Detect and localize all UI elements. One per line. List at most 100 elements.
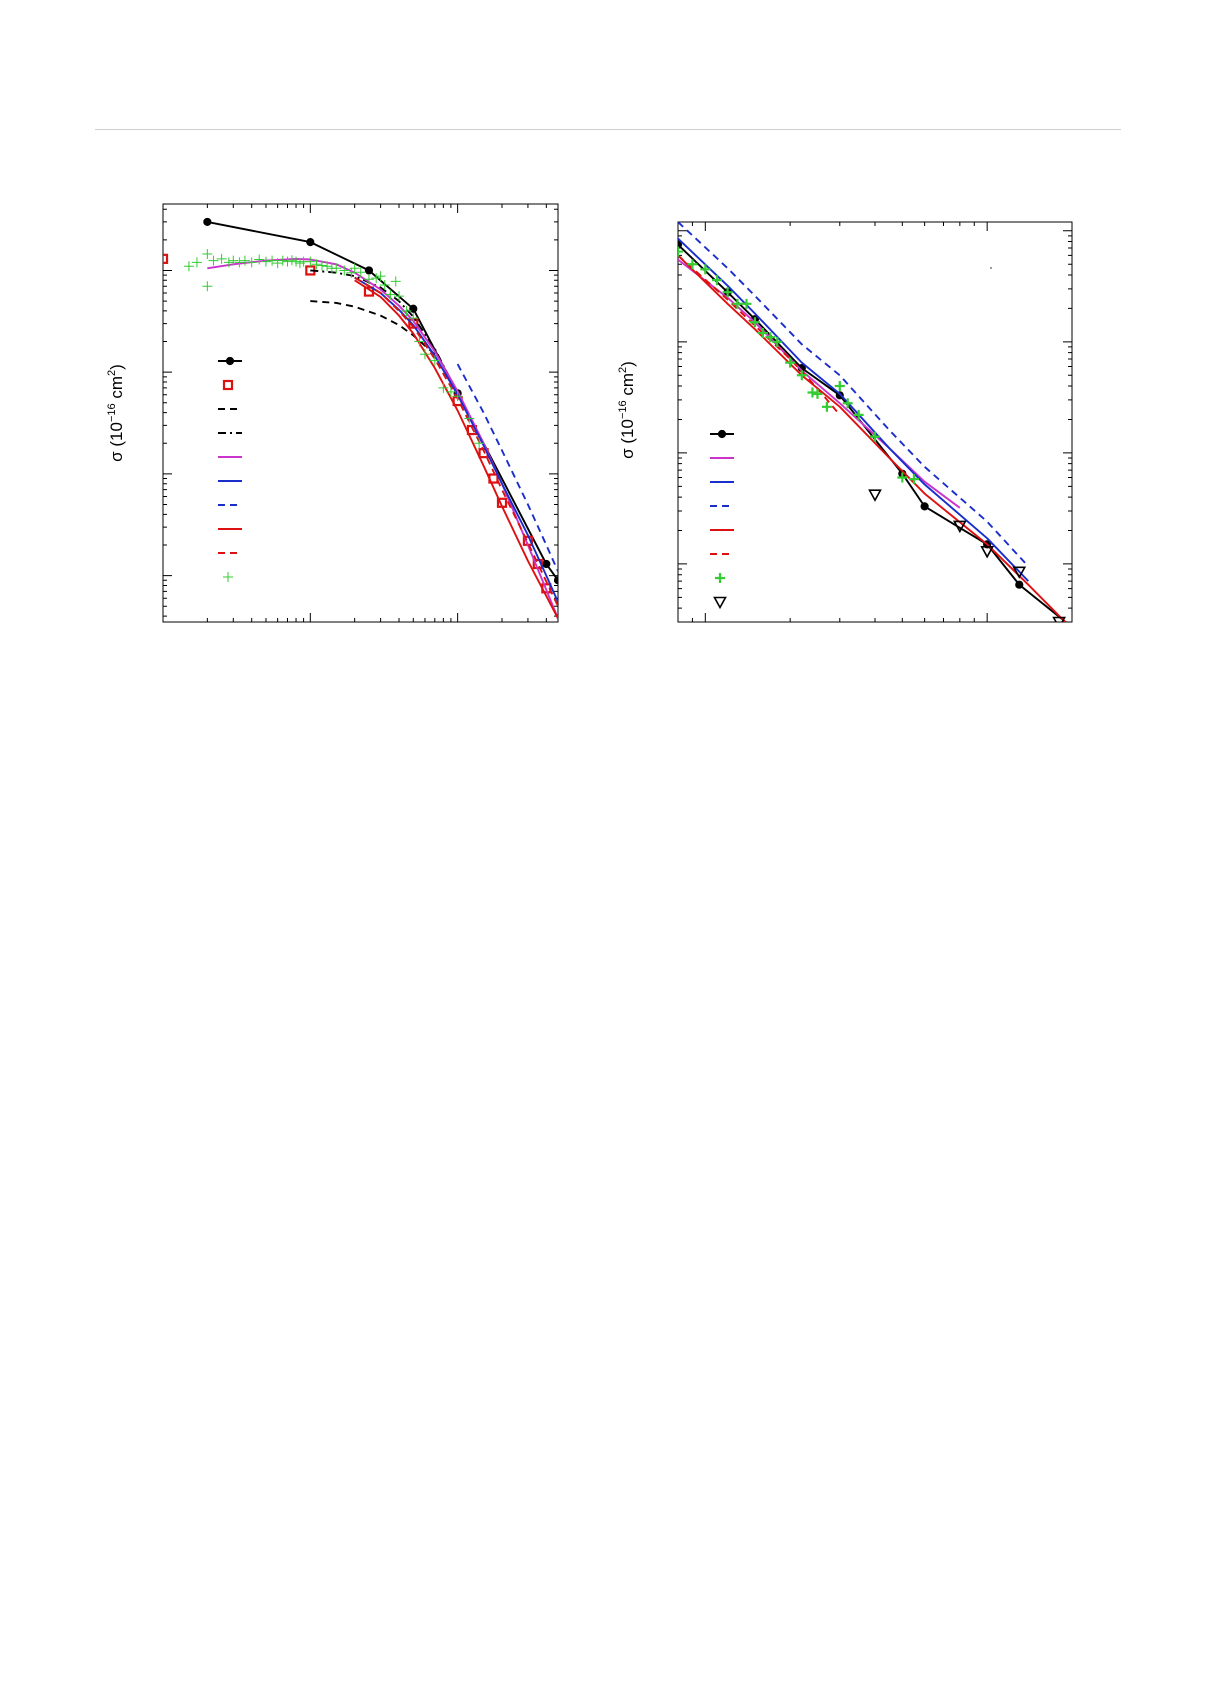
series-5 (678, 254, 1067, 622)
data-point (1012, 566, 1027, 579)
series-line (354, 276, 558, 603)
legend-entry-8 (713, 596, 727, 610)
data-point (239, 255, 250, 266)
data-point (429, 355, 440, 366)
data-point (870, 431, 880, 442)
series-10 (183, 249, 485, 449)
data-point (452, 391, 463, 402)
data-point (687, 259, 698, 270)
data-point (202, 249, 213, 260)
data-point (414, 336, 425, 347)
header-rule (95, 129, 1121, 130)
legend-entry-1 (710, 429, 734, 439)
data-point (183, 261, 194, 272)
data-point (331, 263, 342, 274)
series-1 (203, 217, 558, 585)
data-point (311, 259, 322, 270)
data-point (322, 261, 333, 272)
data-point (796, 370, 807, 381)
data-point (401, 305, 412, 316)
series-layer-right (678, 222, 1068, 622)
data-point (807, 387, 818, 398)
series-8 (868, 489, 1066, 622)
data-point (757, 328, 768, 339)
data-point (394, 291, 405, 302)
data-point (277, 255, 288, 266)
plot-frame-right (677, 221, 1073, 623)
data-point (282, 256, 293, 267)
data-point (305, 256, 316, 267)
chart-panel-right: σ (10−16 cm2) (617, 221, 1073, 623)
axis-ticks-right (677, 222, 1073, 623)
data-point (203, 217, 212, 227)
data-point (445, 386, 456, 397)
data-point (834, 381, 845, 392)
series-line (207, 257, 558, 619)
legend-marker (225, 356, 235, 366)
data-point (438, 382, 449, 393)
data-point (267, 255, 278, 266)
series-line (354, 276, 558, 607)
data-point (355, 267, 366, 278)
data-point (379, 279, 390, 290)
y-axis-label-left: σ (10−16 cm2) (106, 364, 126, 462)
data-point (553, 576, 558, 585)
data-point (853, 409, 864, 420)
series-7 (678, 246, 919, 485)
legend-marker (717, 429, 727, 439)
legend-left (218, 356, 242, 582)
legend-entry-7 (715, 573, 725, 583)
data-point (371, 273, 382, 284)
data-point (868, 489, 882, 502)
data-point (246, 257, 257, 268)
legend-right (710, 429, 734, 610)
data-point (812, 388, 823, 399)
legend-entry-2 (222, 379, 234, 391)
legend-marker (223, 572, 233, 582)
y-axis-label-right: σ (10−16 cm2) (617, 361, 637, 459)
legend-entry-1 (218, 356, 242, 366)
data-point (163, 253, 169, 264)
series-layer-left (163, 217, 558, 619)
data-point (223, 257, 234, 268)
data-point (920, 502, 929, 511)
axis-ticks-left (162, 204, 558, 622)
data-point (1052, 616, 1066, 622)
series-5 (207, 257, 558, 619)
legend-marker (713, 596, 727, 610)
data-point (700, 264, 711, 275)
data-point (741, 298, 752, 309)
data-point (897, 472, 908, 483)
series-4 (678, 222, 1029, 568)
series-3 (310, 300, 436, 356)
data-point (711, 275, 722, 286)
series-line (678, 258, 961, 509)
data-point (385, 289, 396, 300)
data-point (678, 246, 683, 257)
data-point (772, 336, 783, 347)
series-line (354, 279, 558, 619)
data-point (474, 438, 485, 449)
data-point (260, 256, 271, 267)
data-point (363, 274, 374, 285)
series-2 (163, 253, 552, 594)
data-point (408, 313, 419, 324)
data-point (234, 257, 245, 268)
data-point (216, 253, 227, 264)
series-line (678, 222, 1029, 568)
data-point (842, 398, 853, 409)
data-point (980, 545, 995, 559)
data-point (732, 298, 743, 309)
data-point (464, 413, 475, 424)
series-4 (310, 269, 459, 394)
series-line (678, 237, 1029, 582)
legend-marker (222, 379, 234, 391)
series-7 (456, 363, 558, 572)
data-point (191, 257, 202, 268)
series-line (678, 254, 1067, 622)
data-point (316, 260, 327, 271)
data-point (202, 281, 213, 292)
stray-dot (990, 267, 992, 269)
data-point (286, 255, 297, 266)
data-point (785, 357, 796, 368)
